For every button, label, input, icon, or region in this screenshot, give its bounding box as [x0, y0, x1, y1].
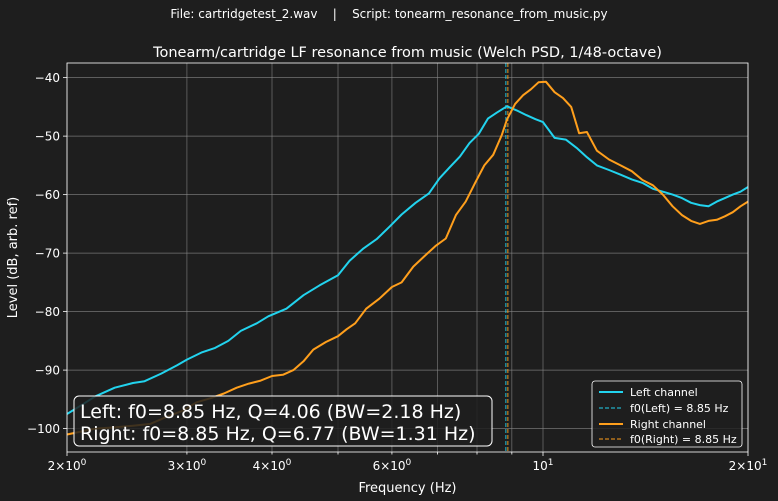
x-tick-label: 3×100 — [168, 458, 207, 473]
annotation-right: Right: f0=8.85 Hz, Q=6.77 (BW=1.31 Hz) — [80, 423, 476, 445]
legend-label-f0-left: f0(Left) = 8.85 Hz — [630, 402, 729, 415]
f0-markers — [505, 63, 509, 452]
y-tick-label: −100 — [27, 422, 60, 436]
legend-label-right: Right channel — [630, 418, 706, 431]
series-line — [66, 80, 749, 436]
legend: Left channel f0(Left) = 8.85 Hz Right ch… — [591, 380, 743, 448]
series-lines — [66, 80, 749, 436]
y-tick-label: −40 — [35, 71, 60, 85]
x-tick-label: 2×101 — [729, 458, 768, 473]
x-tick-label: 101 — [532, 458, 553, 473]
y-tick-label: −80 — [35, 305, 60, 319]
annotation-left: Left: f0=8.85 Hz, Q=4.06 (BW=2.18 Hz) — [80, 401, 461, 423]
annotation-box: Left: f0=8.85 Hz, Q=4.06 (BW=2.18 Hz) Ri… — [73, 395, 493, 447]
y-tick-label: −70 — [35, 247, 60, 261]
x-axis-label: Frequency (Hz) — [358, 481, 456, 496]
y-axis-ticks: −100 −90 −80 −70 −60 −50 −40 — [27, 71, 67, 436]
plot-frame — [66, 62, 749, 453]
legend-label-f0-right: f0(Right) = 8.85 Hz — [630, 433, 737, 446]
y-axis-label: Level (dB, arb. ref) — [6, 197, 21, 319]
x-tick-label: 6×100 — [373, 458, 412, 473]
y-tick-label: −60 — [35, 188, 60, 202]
x-tick-label: 4×100 — [253, 458, 292, 473]
y-tick-label: −90 — [35, 364, 60, 378]
x-tick-label: 2×100 — [48, 458, 87, 473]
x-axis-ticks: 2×100 101 2×101 3×100 4×100 6×100 — [48, 452, 768, 473]
y-tick-label: −50 — [35, 130, 60, 144]
legend-frame — [591, 380, 743, 448]
series-line — [66, 105, 749, 415]
chart-title: Tonearm/cartridge LF resonance from musi… — [152, 45, 662, 61]
figure-suptitle: File: cartridgetest_2.wav | Script: tone… — [170, 7, 607, 21]
legend-label-left: Left channel — [630, 386, 698, 399]
